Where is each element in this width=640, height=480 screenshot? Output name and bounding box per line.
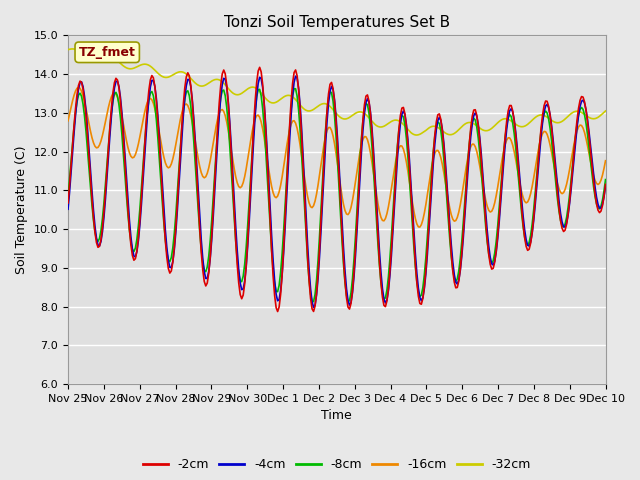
Text: TZ_fmet: TZ_fmet [79, 46, 136, 59]
Legend: -2cm, -4cm, -8cm, -16cm, -32cm: -2cm, -4cm, -8cm, -16cm, -32cm [138, 453, 536, 476]
Y-axis label: Soil Temperature (C): Soil Temperature (C) [15, 145, 28, 274]
Title: Tonzi Soil Temperatures Set B: Tonzi Soil Temperatures Set B [224, 15, 450, 30]
X-axis label: Time: Time [321, 409, 352, 422]
